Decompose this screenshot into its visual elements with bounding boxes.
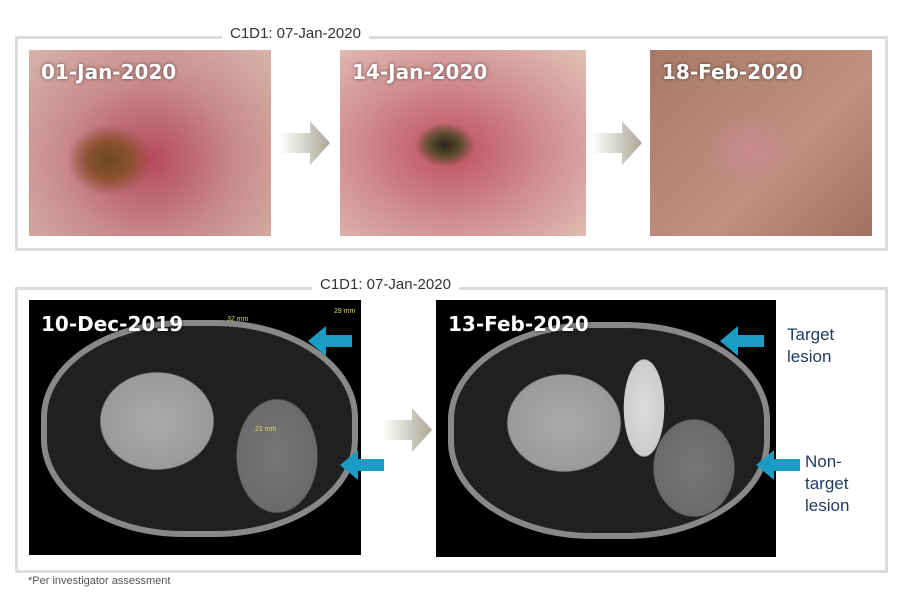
blue-arrow-icon — [720, 326, 764, 356]
top-panel-label: C1D1: 07-Jan-2020 — [222, 25, 369, 42]
wound-photo-1: 01-Jan-2020 — [29, 50, 271, 236]
scan-date: 10-Dec-2019 — [41, 312, 184, 336]
ct-scan-2: 13-Feb-2020 — [436, 300, 776, 557]
footnote: *Per investigator assessment — [28, 575, 171, 587]
blue-arrow-icon — [756, 450, 800, 480]
measurement-label: 29 mm — [334, 308, 356, 315]
ct-scan-1: 10-Dec-2019 32 mm 29 mm 21 mm — [29, 300, 361, 555]
photo-date: 01-Jan-2020 — [41, 60, 177, 84]
bottom-panel-label: C1D1: 07-Jan-2020 — [312, 276, 459, 293]
scan-date: 13-Feb-2020 — [448, 312, 589, 336]
nontarget-line: Non- — [805, 452, 842, 471]
blue-arrow-icon — [308, 326, 352, 356]
measurement-label: 32 mm — [227, 316, 249, 323]
wound-photo-2: 14-Jan-2020 — [340, 50, 586, 236]
nontarget-line: target — [805, 474, 849, 493]
gray-arrow-icon — [280, 121, 330, 165]
gray-arrow-icon — [382, 408, 432, 452]
blue-arrow-icon — [340, 450, 384, 480]
target-lesion-text: Target lesion — [787, 325, 835, 366]
top-panel — [15, 36, 888, 251]
nontarget-line: lesion — [805, 496, 850, 515]
target-lesion-label: Target lesion — [787, 324, 847, 368]
wound-photo-3: 18-Feb-2020 — [650, 50, 872, 236]
photo-date: 14-Jan-2020 — [352, 60, 488, 84]
gray-arrow-icon — [592, 121, 642, 165]
photo-date: 18-Feb-2020 — [662, 60, 803, 84]
measurement-label: 21 mm — [255, 426, 277, 433]
nontarget-lesion-label: Non- target lesion — [805, 451, 849, 517]
